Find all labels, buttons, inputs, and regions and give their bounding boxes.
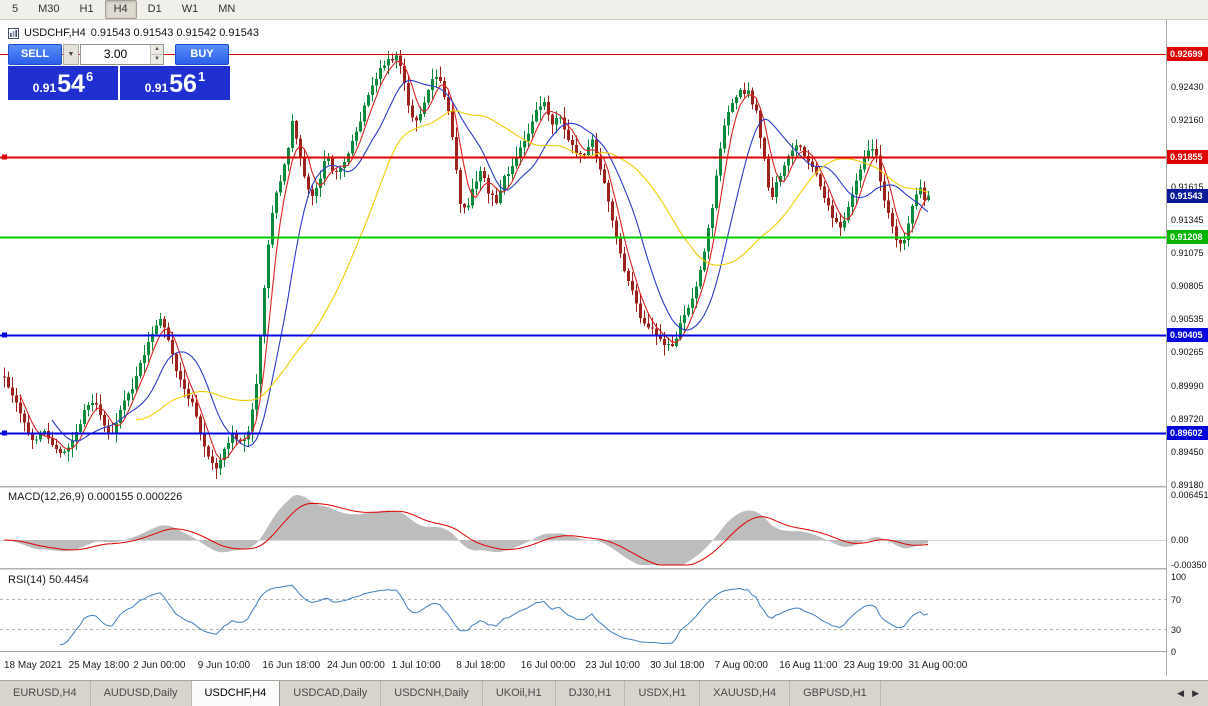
rsi-indicator-label: RSI(14) 50.4454 xyxy=(8,574,89,586)
time-label: 16 Jul 00:00 xyxy=(520,660,576,671)
price-tick: 0.89990 xyxy=(1171,380,1204,391)
price-tick: 0.89180 xyxy=(1171,480,1204,490)
macd-panel-canvas[interactable] xyxy=(0,488,1166,568)
price-tick: 0.89450 xyxy=(1171,446,1204,457)
timeframe-toolbar: 5 M30 H1 H4 D1 W1 MN xyxy=(0,0,1208,20)
volume-spinner: ▲ ▼ xyxy=(150,45,163,64)
time-label: 9 Jun 10:00 xyxy=(197,660,251,671)
chart-ohlc-values: 0.91543 0.91543 0.91542 0.91543 xyxy=(90,27,259,39)
price-tick: 0.89720 xyxy=(1171,413,1204,424)
chevron-down-icon: ▼ xyxy=(67,51,75,58)
tab-audusd-daily[interactable]: AUDUSD,Daily xyxy=(91,681,192,706)
sell-price-big: 54 xyxy=(57,70,85,98)
tab-scroll-controls: ◀ ▶ xyxy=(1168,681,1208,706)
tab-usdchf-h4[interactable]: USDCHF,H4 xyxy=(191,681,281,706)
price-tick: 0.90805 xyxy=(1171,280,1204,291)
tab-gbpusd-h1[interactable]: GBPUSD,H1 xyxy=(790,681,881,706)
time-label: 31 Aug 00:00 xyxy=(908,660,968,671)
tab-eurusd-h4[interactable]: EURUSD,H4 xyxy=(0,681,91,706)
trade-prices-row: 0.91 54 6 0.91 56 1 xyxy=(8,66,230,100)
one-click-trade-panel: SELL ▼ 3.00 ▲ ▼ BUY 0.91 54 6 0.91 56 1 xyxy=(8,44,230,100)
price-badge: 0.91855 xyxy=(1167,150,1208,165)
buy-price-main: 0.91 xyxy=(144,81,169,95)
trade-controls-row: SELL ▼ 3.00 ▲ ▼ BUY xyxy=(8,44,230,65)
price-badge: 0.89602 xyxy=(1167,426,1208,441)
panel-separator xyxy=(0,651,1166,652)
time-label: 30 Jul 18:00 xyxy=(650,660,705,671)
chart-title-overlay: USDCHF,H4 0.91543 0.91543 0.91542 0.9154… xyxy=(8,27,259,39)
tab-usdcad-daily[interactable]: USDCAD,Daily xyxy=(280,681,382,706)
time-label: 2 Jun 00:00 xyxy=(133,660,186,671)
timeframe-button-w1[interactable]: W1 xyxy=(181,3,199,15)
timeframe-button-5[interactable]: 5 xyxy=(12,3,19,15)
time-label: 16 Jun 18:00 xyxy=(262,660,321,671)
time-label: 25 May 18:00 xyxy=(68,660,130,671)
time-axis[interactable]: 18 May 2021 25 May 18:00 2 Jun 00:00 9 Jun … xyxy=(0,652,1166,678)
price-badge: 0.91208 xyxy=(1167,229,1208,244)
tab-scroll-left-icon[interactable]: ◀ xyxy=(1177,688,1185,698)
price-tick: 0.91075 xyxy=(1171,247,1204,258)
price-tick: 0.90535 xyxy=(1171,314,1204,325)
time-label: 16 Aug 11:00 xyxy=(779,660,838,671)
buy-price-pip: 1 xyxy=(197,69,206,84)
tab-ukoil-h1[interactable]: UKOil,H1 xyxy=(483,681,556,706)
timeframe-button-d1[interactable]: D1 xyxy=(147,3,162,15)
panel-separator[interactable] xyxy=(0,486,1166,488)
macd-scale-tick: 0.006451 xyxy=(1171,490,1208,500)
volume-up-button[interactable]: ▲ xyxy=(151,45,163,55)
price-tick: 0.91615 xyxy=(1171,181,1204,192)
spacer xyxy=(164,44,175,65)
sell-button[interactable]: SELL xyxy=(8,44,62,65)
tab-usdx-h1[interactable]: USDX,H1 xyxy=(625,681,701,706)
price-badge: 0.92699 xyxy=(1167,47,1208,61)
rsi-scale-tick: 100 xyxy=(1171,572,1187,582)
sell-price-panel[interactable]: 0.91 54 6 xyxy=(8,66,118,100)
tab-scroll-right-icon[interactable]: ▶ xyxy=(1192,688,1199,698)
time-label: 7 Aug 00:00 xyxy=(714,660,768,671)
sell-price-main: 0.91 xyxy=(32,81,57,95)
price-badge: 0.90405 xyxy=(1167,327,1208,342)
time-label: 1 Jul 10:00 xyxy=(391,660,441,671)
buy-price-panel[interactable]: 0.91 56 1 xyxy=(120,66,230,100)
tab-dj30-h1[interactable]: DJ30,H1 xyxy=(556,681,626,706)
rsi-scale-tick: 70 xyxy=(1171,594,1182,605)
macd-indicator-label: MACD(12,26,9) 0.000155 0.000226 xyxy=(8,491,183,503)
price-tick: 0.92160 xyxy=(1171,115,1204,126)
panel-separator[interactable] xyxy=(0,568,1166,570)
timeframe-button-h4[interactable]: H4 xyxy=(104,0,137,19)
time-label: 24 Jun 00:00 xyxy=(327,660,385,671)
tab-xauusd-h4[interactable]: XAUUSD,H4 xyxy=(700,681,791,706)
time-label: 18 May 2021 xyxy=(4,660,62,671)
timeframe-button-h1[interactable]: H1 xyxy=(79,3,94,15)
macd-scale-tick: -0.00350 xyxy=(1171,560,1207,570)
buy-price-big: 56 xyxy=(169,70,197,98)
timeframe-button-mn[interactable]: MN xyxy=(218,3,236,15)
time-label: 23 Jul 10:00 xyxy=(585,660,640,671)
timeframe-button-m30[interactable]: M30 xyxy=(38,3,60,15)
rsi-panel-canvas[interactable] xyxy=(0,570,1166,651)
chart-symbol-period: USDCHF,H4 xyxy=(24,27,86,39)
sell-price-pip: 6 xyxy=(85,69,94,84)
volume-input[interactable]: 3.00 xyxy=(103,47,128,61)
chart-icon xyxy=(8,27,19,39)
order-type-dropdown[interactable]: ▼ xyxy=(63,44,79,65)
volume-stepper: 3.00 ▲ ▼ xyxy=(80,44,164,65)
rsi-scale-tick: 30 xyxy=(1171,624,1182,635)
tab-usdcnh-daily[interactable]: USDCNH,Daily xyxy=(381,681,483,706)
price-badge: 0.91543 xyxy=(1167,188,1208,203)
price-tick: 0.92430 xyxy=(1171,81,1204,92)
price-tick: 0.91345 xyxy=(1171,214,1204,225)
time-label: 23 Aug 19:00 xyxy=(843,660,903,671)
price-axis[interactable]: 0.92430 0.92160 0.91615 0.91345 0.91075 0.908… xyxy=(1166,20,1208,676)
volume-down-button[interactable]: ▼ xyxy=(151,55,163,64)
symbol-tab-bar: EURUSD,H4 AUDUSD,Daily USDCHF,H4 USDCAD,Dai… xyxy=(0,680,1208,706)
buy-button[interactable]: BUY xyxy=(175,44,229,65)
price-tick: 0.90265 xyxy=(1171,347,1204,358)
time-label: 8 Jul 18:00 xyxy=(456,660,506,671)
macd-scale-tick: 0.00 xyxy=(1171,535,1189,545)
rsi-scale-tick: 0 xyxy=(1171,647,1177,657)
